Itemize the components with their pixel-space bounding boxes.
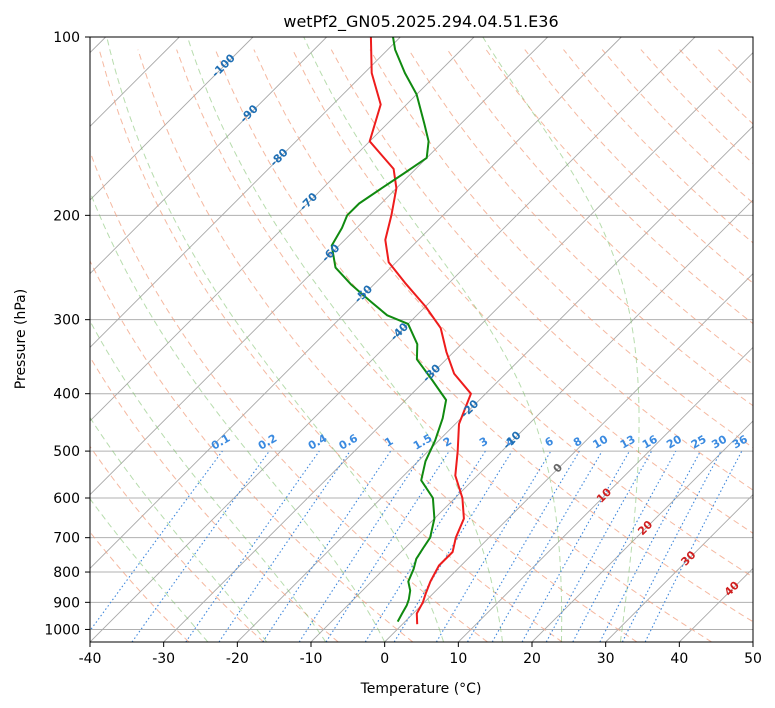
isotherm-line [384,273,753,642]
y-tick-label: 300 [53,313,80,329]
dewpoint-profile-line [330,37,448,623]
x-tick-label: 50 [744,651,762,667]
plot-frame [89,36,754,643]
mixing-ratio-line [393,450,513,642]
y-tick-label: 600 [53,491,80,507]
mixing-ratio-line [521,450,630,642]
moist-adiabat-line [106,37,445,642]
isotherm-line [90,37,622,569]
isotherm-line [163,52,753,642]
isotherm-line [531,420,753,642]
profile-lines [330,37,472,625]
isotherm-line [458,346,753,642]
isotherm-line [90,37,696,642]
dry-adiabat-line [176,49,712,642]
isotherm-line [90,37,254,201]
isotherm-line [752,641,753,642]
y-tick-label: 900 [53,595,80,611]
dry-adiabat-line [90,150,488,642]
mixing-ratio-line [644,450,743,642]
moist-adiabat-line [482,37,640,642]
y-tick-label: 800 [53,565,80,581]
dry-adiabat-line [90,356,339,642]
dry-adiabat-line [292,49,753,534]
background-lines [90,37,775,642]
moist-adiabat-line [90,416,268,642]
y-tick-label: 700 [53,531,80,547]
moist-adiabat-line [187,37,503,642]
mixing-ratio-line [90,450,223,632]
dry-adiabat-line [90,445,264,642]
x-tick-label: -30 [152,651,175,667]
moist-adiabat-line [90,497,209,642]
dry-adiabat-line [98,49,563,642]
dry-adiabat-line [330,49,753,491]
y-tick-label: 100 [53,30,80,46]
moist-adiabat-line [303,37,563,642]
x-tick-label: 30 [597,651,615,667]
x-tick-label: 20 [523,651,541,667]
moist-adiabat-line [90,190,386,642]
mixing-ratio-line [262,450,392,642]
y-tick-label: 500 [53,444,80,460]
x-axis: -40 -30 -20 -10 0 10 20 30 40 50 [79,642,762,667]
mixing-ratio-line [218,450,351,642]
dry-adiabat-line [90,259,414,642]
x-axis-label: Temperature (°C) [360,681,482,697]
mixing-ratio-line [131,450,270,642]
x-tick-label: -20 [226,651,249,667]
dry-adiabat-line [214,49,753,623]
y-axis: 100 200 300 400 500 600 700 800 900 1000 [44,30,90,638]
isotherm-line [90,37,401,348]
y-tick-label: 200 [53,208,80,224]
mixing-ratio-line [185,450,320,642]
dry-adiabat-line [369,49,753,449]
isotherm-line [90,37,327,275]
dry-adiabat-line [757,50,775,642]
dry-adiabat-line [446,49,753,366]
isotherm-line [605,494,753,642]
y-tick-label: 1000 [44,622,80,638]
x-tick-label: 40 [670,651,688,667]
dry-adiabat-line [253,49,753,578]
isotherm-line [237,125,753,642]
dry-adiabat-line [137,49,638,642]
mixing-ratio-line [325,450,450,642]
y-axis-label: Pressure (hPa) [13,289,29,389]
x-tick-label: -40 [79,651,102,667]
mixing-ratio-line [298,450,425,642]
dry-adiabat-line [408,49,753,407]
isotherm-line [90,37,548,496]
y-tick-label: 400 [53,387,80,403]
moist-adiabat-line [90,320,327,642]
x-tick-label: 0 [380,651,389,667]
plot-background [90,37,753,642]
x-tick-label: -10 [300,651,323,667]
mixing-ratio-line [545,450,653,642]
x-tick-label: 10 [449,651,467,667]
chart-title: wetPf2_GN05.2025.294.04.51.E36 [283,12,558,32]
mixing-ratio-line [572,450,677,642]
dry-adiabat-line [485,49,753,325]
isotherm-line [90,37,475,422]
